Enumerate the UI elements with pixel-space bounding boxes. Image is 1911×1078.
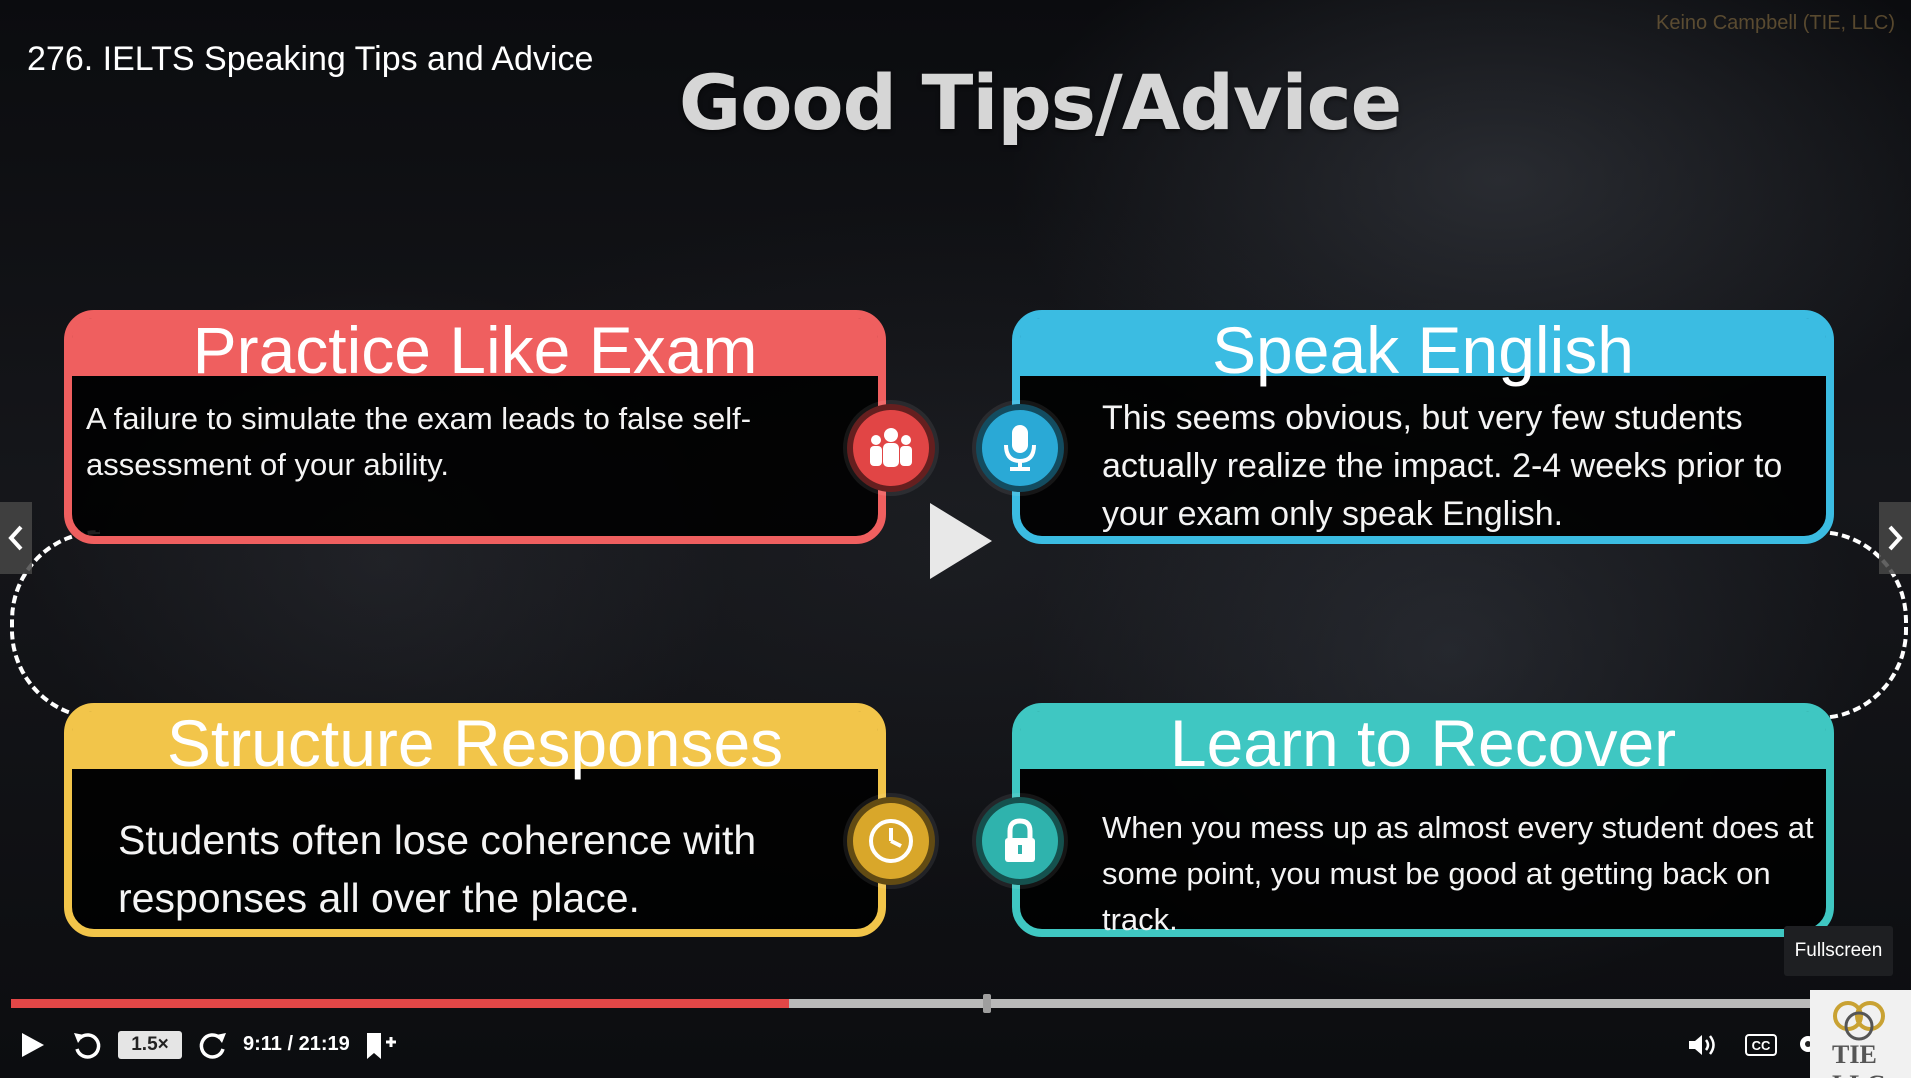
- tip-card-text: A failure to simulate the exam leads to …: [86, 401, 752, 482]
- video-title: 276. IELTS Speaking Tips and Advice: [27, 40, 594, 78]
- tip-card-heading: Practice Like Exam: [192, 313, 758, 387]
- big-play-icon[interactable]: [930, 503, 992, 579]
- progress-played: [11, 999, 789, 1008]
- playback-speed-button[interactable]: 1.5×: [118, 1031, 182, 1059]
- tip-card-text: When you mess up as almost every student…: [1102, 810, 1814, 937]
- next-slide-button[interactable]: [1879, 502, 1911, 574]
- play-button[interactable]: [18, 1030, 46, 1060]
- tip-card-heading: Speak English: [1212, 313, 1634, 387]
- fullscreen-tooltip: Fullscreen: [1784, 926, 1893, 976]
- tip-card-band: [72, 711, 878, 769]
- chevron-right-icon: [1888, 525, 1903, 551]
- tip-card-heading: Learn to Recover: [1169, 706, 1677, 780]
- microphone-icon: [976, 404, 1064, 492]
- logo-text: TIE LLC: [1832, 1040, 1885, 1078]
- forward-button[interactable]: [198, 1029, 228, 1061]
- play-icon: [22, 1033, 44, 1057]
- chevron-left-icon: [8, 525, 23, 551]
- rewind-icon: [74, 1033, 101, 1059]
- tip-card-text: Students often lose coherence with respo…: [118, 817, 757, 921]
- watermark: Keino Campbell (TIE, LLC): [1656, 12, 1895, 34]
- captions-button[interactable]: CC: [1745, 1034, 1777, 1056]
- progress-bar[interactable]: [11, 994, 1811, 1013]
- volume-icon: [1689, 1035, 1715, 1055]
- slide-title: Good Tips/Advice: [678, 58, 1402, 147]
- time-display: 9:11 / 21:19: [243, 1033, 350, 1055]
- tip-card-band: [1020, 318, 1826, 376]
- tip-card-speak-english: Speak English This seems obvious, but ve…: [1012, 310, 1834, 544]
- group-people-icon: [847, 404, 935, 492]
- tip-card-heading: Structure Responses: [166, 706, 784, 780]
- tip-card-text: This seems obvious, but very few student…: [1102, 399, 1783, 533]
- tip-card-recover: Learn to Recover When you mess up as alm…: [1012, 703, 1834, 937]
- lock-icon: [976, 797, 1064, 885]
- brand-logo: TIE LLC: [1810, 990, 1911, 1078]
- rewind-button[interactable]: [72, 1029, 102, 1061]
- tip-card-practice: Practice Like Exam A failure to simulate…: [64, 310, 886, 544]
- tip-card-band: [72, 318, 878, 376]
- progress-marker[interactable]: [983, 994, 991, 1013]
- bookmark-button[interactable]: [364, 1030, 398, 1062]
- tip-card-structure: Structure Responses Students often lose …: [64, 703, 886, 937]
- logo-emblem-icon: [1833, 1001, 1885, 1041]
- clock-icon: [847, 797, 935, 885]
- previous-slide-button[interactable]: [0, 502, 32, 574]
- bookmark-add-icon: [367, 1033, 396, 1059]
- volume-button[interactable]: [1687, 1032, 1719, 1058]
- tip-card-band: [1020, 711, 1826, 769]
- forward-icon: [199, 1033, 226, 1059]
